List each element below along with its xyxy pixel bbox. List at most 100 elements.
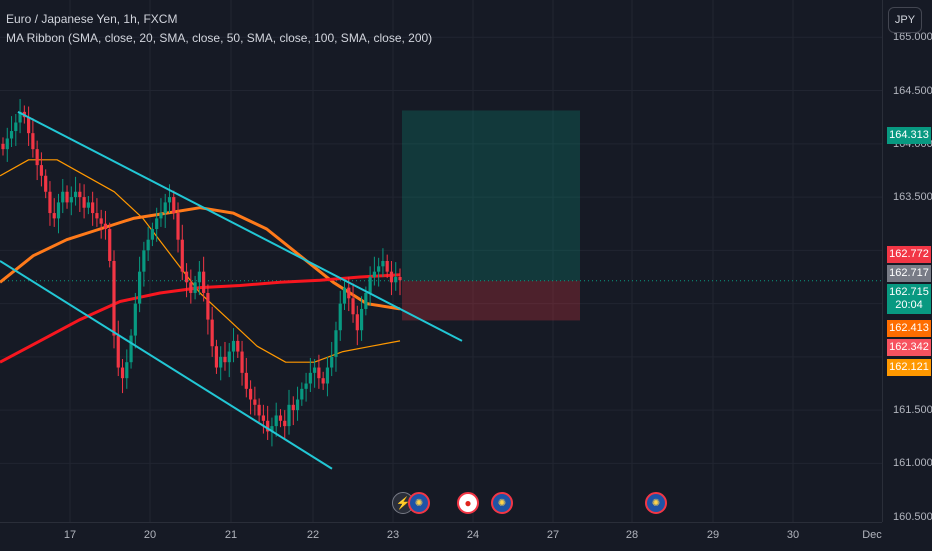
candle	[342, 287, 347, 304]
candle	[52, 213, 56, 219]
candle	[321, 378, 325, 384]
candle	[313, 367, 317, 373]
candle	[261, 415, 265, 421]
price-chart[interactable]	[0, 0, 882, 522]
candle	[193, 282, 197, 293]
jp-flag-icon[interactable]: ●	[457, 492, 479, 514]
candle	[35, 149, 39, 166]
price-tick-label: 161.500	[893, 404, 932, 417]
price-axis[interactable]: 165.000164.500164.000163.500161.500161.0…	[882, 0, 932, 523]
candle	[210, 319, 214, 347]
candle	[214, 346, 219, 368]
symbol-title[interactable]: Euro / Japanese Yen, 1h, FXCM	[6, 12, 178, 26]
candle	[385, 261, 389, 272]
price-tick-label: 164.500	[893, 84, 932, 97]
time-tick-label: Dec	[862, 529, 882, 541]
candle	[120, 367, 125, 379]
indicator-legend[interactable]: MA Ribbon (SMA, close, 20, SMA, close, 5…	[6, 31, 433, 45]
price-tick-label: 163.500	[893, 191, 932, 204]
time-tick-label: 30	[786, 529, 800, 541]
candle	[223, 356, 227, 363]
candle	[176, 213, 180, 240]
price-label: 162.715 20:04	[887, 284, 931, 314]
eu-flag-icon[interactable]: ✺	[645, 492, 667, 514]
time-tick-label: 22	[306, 529, 320, 541]
candle	[99, 218, 103, 224]
candle	[18, 111, 22, 123]
candle	[325, 367, 330, 384]
time-tick-label: 21	[224, 529, 238, 541]
candle	[368, 276, 372, 293]
ma-50-line	[0, 206, 401, 311]
candle	[206, 292, 210, 320]
candle	[142, 250, 146, 272]
candle	[56, 202, 61, 219]
candle	[338, 303, 342, 331]
time-tick-label: 27	[546, 529, 560, 541]
candle	[377, 266, 381, 272]
candle	[236, 340, 240, 352]
candle	[69, 197, 73, 203]
countdown-label: 20:04	[895, 299, 923, 311]
candle	[244, 372, 248, 389]
candle	[304, 383, 308, 389]
candle	[146, 239, 150, 251]
candle	[73, 191, 78, 198]
candle	[317, 367, 321, 379]
candle	[116, 335, 120, 368]
price-label: 162.717	[887, 265, 931, 282]
candle	[389, 271, 394, 283]
candle	[334, 330, 338, 357]
candle	[48, 191, 52, 214]
candle	[125, 362, 129, 379]
candle	[330, 356, 334, 368]
candle	[27, 117, 31, 134]
candle	[278, 415, 283, 421]
candle	[78, 191, 82, 198]
candle	[39, 165, 44, 176]
candle	[227, 351, 231, 363]
price-tick-label: 160.500	[893, 510, 932, 523]
currency-button[interactable]: JPY	[888, 7, 922, 33]
candle	[372, 271, 376, 277]
candle	[347, 287, 351, 299]
long-position-target-zone	[402, 110, 580, 281]
candle	[184, 271, 189, 283]
candle	[138, 271, 142, 304]
candle	[189, 282, 193, 293]
candle	[283, 420, 287, 427]
long-position-stop-zone	[402, 280, 580, 321]
candle	[308, 372, 312, 384]
ma-20-line	[0, 159, 401, 363]
price-tick-label: 165.000	[893, 31, 932, 44]
candle	[219, 356, 223, 368]
candle	[31, 133, 35, 150]
candle	[133, 303, 137, 336]
eu-flag-icon[interactable]: ✺	[408, 492, 430, 514]
time-axis[interactable]: 17 20 21 22 23 24 27 28 29 30 Dec	[0, 522, 882, 551]
candle	[253, 399, 257, 405]
time-tick-label: 23	[386, 529, 400, 541]
candle	[398, 276, 402, 281]
candle	[103, 223, 108, 230]
ma-200-line	[0, 273, 401, 364]
candle	[44, 175, 48, 192]
candle	[9, 131, 14, 139]
chart-area[interactable]: Euro / Japanese Yen, 1h, FXCM MA Ribbon …	[0, 0, 882, 522]
candle	[82, 197, 86, 208]
candle	[351, 298, 355, 315]
candle	[14, 122, 18, 132]
price-label: 162.121	[887, 359, 931, 376]
candle	[270, 426, 274, 432]
candle	[231, 340, 236, 352]
time-tick-label: 29	[706, 529, 720, 541]
candle	[61, 191, 65, 203]
eu-flag-icon[interactable]: ✺	[491, 492, 513, 514]
time-tick-label: 28	[625, 529, 639, 541]
price-label: 162.342	[887, 339, 931, 356]
candle	[155, 218, 159, 230]
price-label: 164.313	[887, 127, 931, 144]
candle	[95, 213, 99, 219]
candle	[86, 202, 90, 208]
candle	[159, 213, 163, 219]
